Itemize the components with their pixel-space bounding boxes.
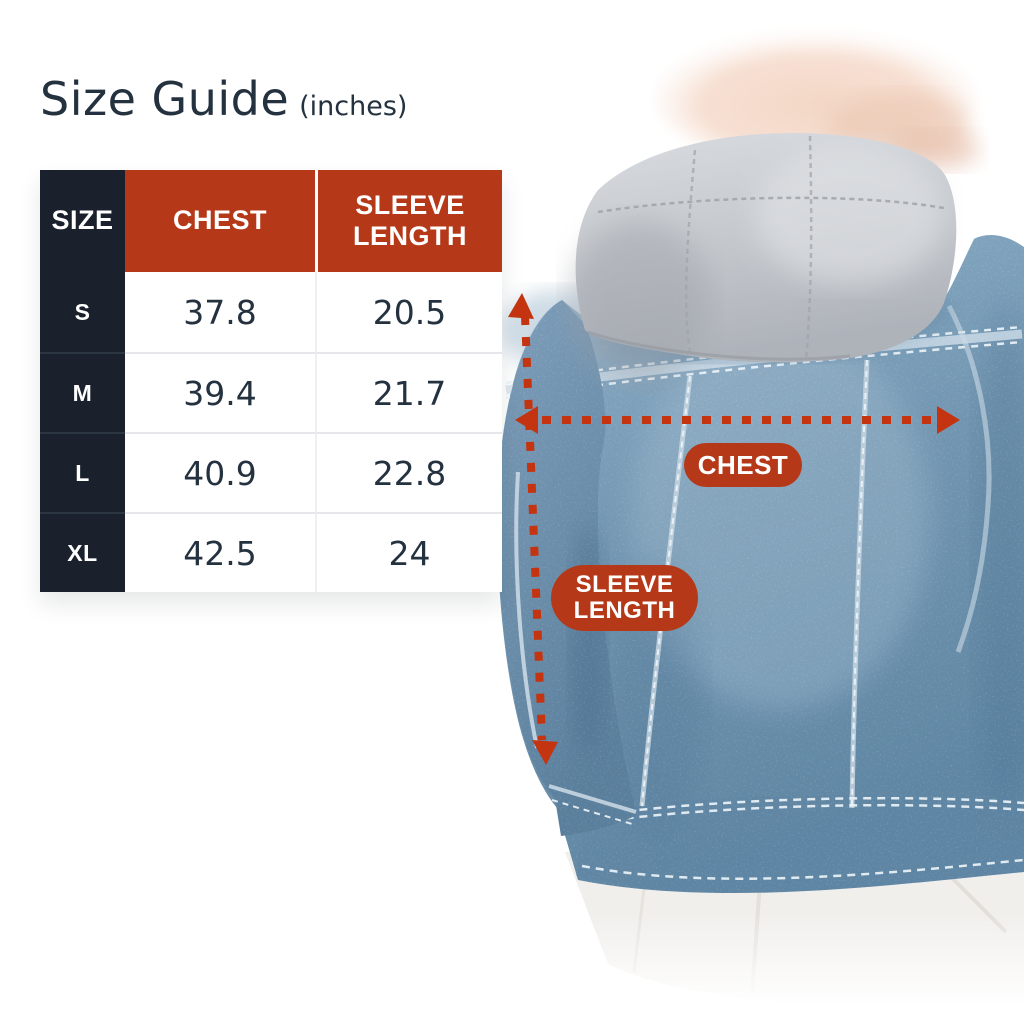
page-title-text: Size Guide xyxy=(40,72,290,126)
size-label: S xyxy=(40,272,125,352)
chest-value: 40.9 xyxy=(125,432,315,512)
sleeve-length-measure-arrow xyxy=(508,293,558,765)
column-header-sleeve-length: SLEEVE LENGTH xyxy=(315,170,502,272)
size-label: M xyxy=(40,352,125,432)
chest-value: 39.4 xyxy=(125,352,315,432)
sleeve-label-line1: SLEEVE xyxy=(575,570,674,598)
size-guide-table: SIZE CHEST SLEEVE LENGTH S 37.8 20.5 M 3… xyxy=(40,170,502,592)
sleeve-label-line2: LENGTH xyxy=(573,597,676,624)
page-title: Size Guide (inches) xyxy=(40,72,407,126)
hood xyxy=(570,132,957,380)
sleeve-length-value: 21.7 xyxy=(315,352,502,432)
page-title-unit: (inches) xyxy=(299,91,408,122)
sleeve-length-value: 22.8 xyxy=(315,432,502,512)
table-row-s: S 37.8 20.5 xyxy=(40,272,502,352)
sleeve-length-value: 24 xyxy=(315,512,502,592)
chest-value: 42.5 xyxy=(125,512,315,592)
column-header-size: SIZE xyxy=(40,170,125,272)
sleeve-length-measure-label: SLEEVE LENGTH xyxy=(551,565,698,631)
chest-measure-label: CHEST xyxy=(684,443,802,487)
column-header-chest: CHEST xyxy=(125,170,315,272)
table-header-row: SIZE CHEST SLEEVE LENGTH xyxy=(40,170,502,272)
table-row-xl: XL 42.5 24 xyxy=(40,512,502,592)
size-label: XL xyxy=(40,512,125,592)
size-label: L xyxy=(40,432,125,512)
sleeve-length-value: 20.5 xyxy=(315,272,502,352)
chest-value: 37.8 xyxy=(125,272,315,352)
photo-bottom-fade xyxy=(490,900,1024,1024)
table-row-l: L 40.9 22.8 xyxy=(40,432,502,512)
table-row-m: M 39.4 21.7 xyxy=(40,352,502,432)
